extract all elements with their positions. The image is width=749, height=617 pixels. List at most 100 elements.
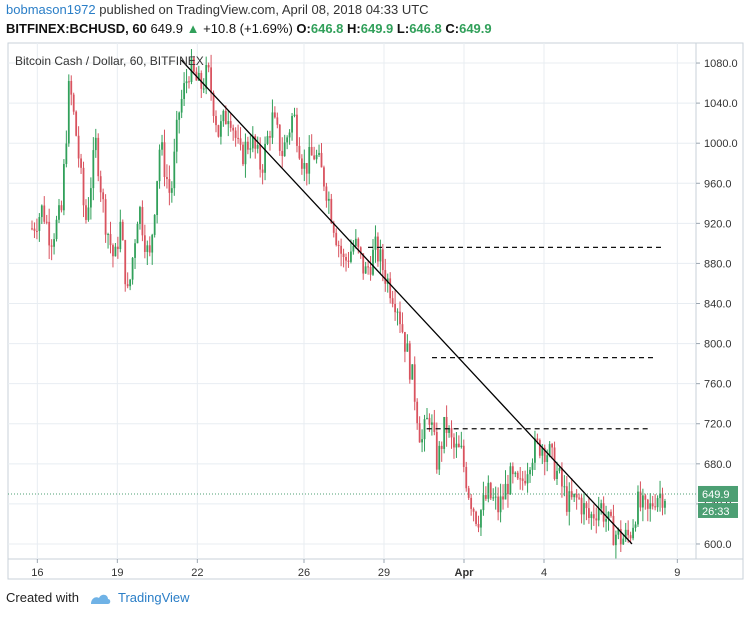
candle-body [212, 92, 215, 116]
candle-body [254, 136, 257, 149]
candle-body [121, 221, 124, 241]
candle-body [337, 245, 340, 247]
candle-body [367, 266, 370, 268]
candle-body [448, 428, 450, 433]
candle-body [546, 455, 549, 462]
candle-body [531, 462, 534, 470]
candle-body [541, 447, 544, 456]
candle-body [644, 495, 647, 500]
candle-body [352, 245, 355, 252]
candle-body [359, 247, 362, 254]
trendline-group[interactable] [180, 59, 633, 545]
candle-body [561, 468, 563, 487]
candle-body [408, 343, 411, 380]
y-tick-label: 1000.0 [704, 138, 738, 150]
candle-body [357, 238, 360, 248]
candle-body [440, 445, 443, 449]
candle-body [597, 508, 600, 521]
candle-body [391, 298, 394, 304]
candle-body [580, 497, 583, 515]
low-label: L: [396, 21, 410, 36]
candle-body [305, 163, 308, 174]
candle-body [499, 496, 502, 513]
candle-body [75, 111, 78, 136]
candle-body [156, 181, 159, 216]
candle-body [354, 238, 357, 246]
candle-body [585, 503, 588, 509]
tradingview-link[interactable]: TradingView [118, 590, 190, 605]
author-link[interactable]: bobmason1972 [6, 2, 96, 17]
candle-body [151, 234, 154, 253]
candle-body [330, 198, 333, 223]
candle-body [65, 143, 68, 164]
candle-body [77, 135, 80, 159]
candle-body [433, 422, 436, 432]
candle-body [166, 176, 168, 180]
candle-body [298, 145, 301, 159]
candle-body [384, 270, 387, 284]
candle-body [170, 188, 173, 193]
x-tick-label: 19 [111, 567, 123, 579]
y-tick-label: 960.0 [704, 178, 732, 190]
candle-body [48, 221, 51, 246]
candle-body [112, 245, 114, 257]
time-axis[interactable]: 16 19 22 26 29 Apr 4 9 [31, 559, 680, 579]
candle-body [244, 141, 247, 165]
price-axis[interactable]: 600.0640.0680.0720.0760.0800.0840.0880.0… [696, 58, 738, 551]
candle-body [146, 245, 149, 252]
candle-body [472, 508, 475, 512]
candle-body [507, 483, 509, 495]
candle-body [153, 215, 156, 235]
high-value: 649.9 [360, 21, 394, 36]
candle-body [340, 245, 343, 254]
candle-body [450, 428, 453, 438]
candle-body [377, 236, 379, 262]
candle-body [33, 228, 36, 231]
candle-body [614, 534, 617, 546]
candle-body [72, 94, 75, 112]
candle-body [126, 284, 129, 287]
candle-body [259, 145, 262, 170]
candle-body [379, 249, 382, 262]
candle-body [413, 364, 416, 402]
candle-body [430, 422, 433, 425]
candle-body [423, 419, 426, 440]
candle-body [237, 137, 239, 139]
candle-body [251, 136, 254, 149]
candle-body [497, 496, 500, 513]
candle-body [396, 311, 399, 313]
candle-body [87, 207, 90, 220]
candle-body [173, 151, 176, 189]
y-tick-label: 800.0 [704, 339, 732, 351]
candle-body [296, 114, 298, 146]
candle-body [372, 249, 374, 275]
candle-body [524, 480, 527, 484]
publish-line: bobmason1972 published on TradingView.co… [6, 2, 429, 17]
open-value: 646.8 [310, 21, 344, 36]
candle-body [94, 137, 97, 151]
candle-body [139, 207, 141, 224]
candle-body [148, 245, 151, 253]
price-tag-box [698, 485, 738, 502]
candle-body [70, 80, 73, 95]
candle-body [38, 217, 41, 231]
candle-body [595, 518, 598, 521]
candle-body [399, 311, 401, 325]
candle-body [573, 493, 576, 498]
candle-body [175, 119, 178, 152]
candle-body [565, 486, 568, 512]
candle-body [563, 486, 566, 488]
high-label: H: [347, 21, 361, 36]
candle-body [161, 142, 163, 150]
y-tick-label: 680.0 [704, 459, 732, 471]
y-tick-label: 720.0 [704, 419, 732, 431]
candle-body [278, 124, 281, 151]
candle-body [53, 239, 55, 247]
candle-body [347, 260, 350, 262]
candle-body [578, 497, 580, 499]
candle-body [158, 149, 161, 182]
candle-body [276, 117, 279, 125]
candle-body [455, 443, 458, 448]
x-tick-label: 4 [541, 567, 547, 579]
